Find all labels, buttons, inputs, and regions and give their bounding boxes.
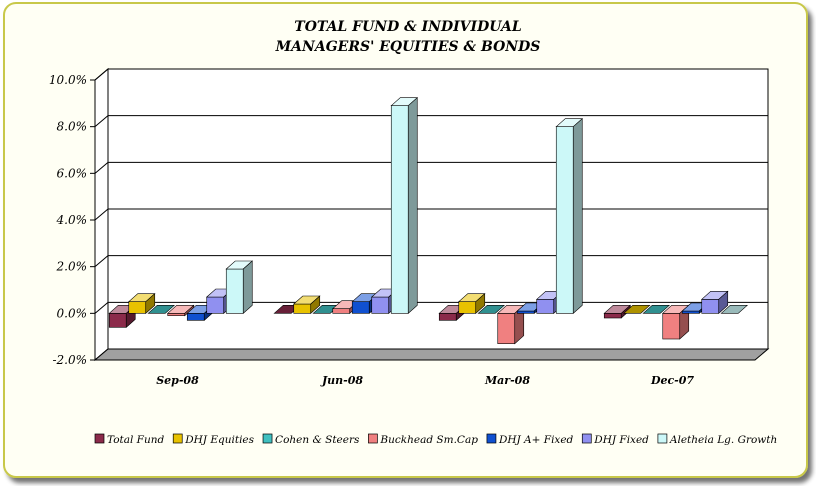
x-category-label: Jun-08 — [320, 374, 363, 387]
legend-label: DHJ Fixed — [593, 434, 649, 446]
bar-front — [206, 296, 225, 314]
bar-front — [225, 268, 244, 314]
legend-label: DHJ A+ Fixed — [498, 434, 574, 446]
bar-flat — [477, 305, 506, 314]
bar-side — [475, 292, 486, 315]
bar-flat — [622, 305, 651, 314]
y-tick-label: 10.0% — [49, 73, 87, 87]
legend-item: DHJ Equities — [172, 433, 255, 446]
bar-front — [458, 301, 477, 314]
bar-buckhead-sm-cap-mar-08 — [496, 304, 525, 345]
bar-flat — [147, 305, 176, 314]
legend-swatch — [368, 433, 378, 444]
chart-title: TOTAL FUND & INDIVIDUAL MANAGERS' EQUITI… — [275, 19, 541, 55]
floor — [93, 348, 770, 361]
bar-front — [351, 301, 370, 314]
bar-cohen-steers-mar-08 — [477, 305, 506, 314]
legend: Total Fund DHJ Equities Cohen & Steers Buck… — [94, 433, 777, 446]
y-tick-label: 2.0% — [56, 260, 88, 274]
y-tick-label: -2.0% — [52, 353, 87, 367]
bar-front — [128, 301, 147, 314]
legend-label: Total Fund — [107, 434, 164, 446]
y-tick-label: 0.0% — [57, 306, 88, 320]
bar-side — [310, 295, 321, 315]
bar-front — [438, 313, 457, 321]
bar-front — [701, 299, 720, 314]
legend-swatch — [262, 433, 273, 444]
gridline — [94, 255, 768, 268]
x-axis-categories: Sep-08 Jun-08 Mar-08 Dec-07 — [156, 374, 694, 387]
bar-cohen-steers-sep-08 — [147, 305, 176, 314]
legend-item: Buckhead Sm.Cap — [368, 433, 478, 446]
bar-front — [167, 313, 186, 316]
bar-front — [293, 303, 312, 314]
bar-side — [572, 117, 583, 315]
bar-front — [681, 310, 700, 314]
gridline — [94, 208, 768, 221]
legend-swatch — [657, 433, 668, 444]
legend-label: Cohen & Steers — [275, 434, 360, 446]
chart-title-line-2: MANAGERS' EQUITIES & BONDS — [275, 39, 541, 55]
bar-front — [516, 310, 535, 314]
bar-aletheia-lg-growth-dec-07 — [720, 305, 749, 314]
legend-label: Aletheia Lg. Growth — [669, 434, 777, 446]
legend-item: Aletheia Lg. Growth — [657, 433, 777, 446]
bar-front — [662, 313, 681, 340]
bar-aletheia-lg-growth-mar-08 — [555, 117, 584, 315]
y-tick-label: 6.0% — [57, 166, 88, 180]
bar-front — [390, 105, 409, 314]
bar-flat — [642, 305, 671, 314]
bar-side — [407, 96, 418, 315]
bar-dhj-equities-mar-08 — [457, 292, 486, 315]
bar-dhj-equities-dec-07 — [622, 305, 651, 314]
bar-side — [145, 292, 156, 315]
legend-item: Cohen & Steers — [262, 433, 360, 446]
legend-item: DHJ Fixed — [581, 433, 649, 446]
legend-label: Buckhead Sm.Cap — [379, 434, 478, 446]
legend-swatch — [172, 433, 183, 444]
gridline — [94, 68, 768, 81]
bar-dhj-equities-jun-08 — [292, 295, 321, 315]
legend-item: DHJ A+ Fixed — [486, 433, 574, 446]
bar-cohen-steers-dec-07 — [642, 305, 671, 314]
y-axis-ticks: 10.0% 8.0% 6.0% 4.0% 2.0% 0.0% -2.0% — [49, 73, 87, 367]
bar-dhj-fixed-dec-07 — [700, 290, 729, 315]
legend-swatch — [94, 433, 105, 444]
bar-front — [108, 313, 127, 328]
bar-front — [497, 313, 516, 344]
legend-swatch — [581, 433, 592, 444]
legend-item: Total Fund — [94, 433, 164, 446]
bar-flat — [720, 305, 749, 314]
bar-front — [555, 126, 574, 314]
bars — [93, 96, 770, 361]
bar-aletheia-lg-growth-jun-08 — [390, 96, 419, 315]
bar-side — [718, 290, 729, 315]
chart-title-line-1: TOTAL FUND & INDIVIDUAL — [294, 19, 522, 35]
y-tick-label: 4.0% — [56, 213, 88, 227]
legend-swatch — [486, 433, 497, 444]
bar-front — [371, 296, 390, 314]
gridline — [94, 115, 768, 128]
x-category-label: Sep-08 — [156, 374, 199, 387]
bar-dhj-equities-sep-08 — [127, 292, 156, 315]
bar-aletheia-lg-growth-sep-08 — [225, 260, 254, 315]
bar-front — [536, 299, 555, 314]
legend-label: DHJ Equities — [184, 434, 254, 446]
gridline — [94, 161, 768, 174]
y-tick-label: 8.0% — [57, 120, 88, 134]
bar-side — [242, 260, 253, 315]
bar-front — [603, 313, 622, 319]
bar-front — [332, 308, 351, 314]
x-category-label: Dec-07 — [650, 374, 694, 387]
x-category-label: Mar-08 — [484, 374, 530, 387]
bar-buckhead-sm-cap-dec-07 — [661, 304, 690, 340]
bar-front — [186, 313, 205, 321]
